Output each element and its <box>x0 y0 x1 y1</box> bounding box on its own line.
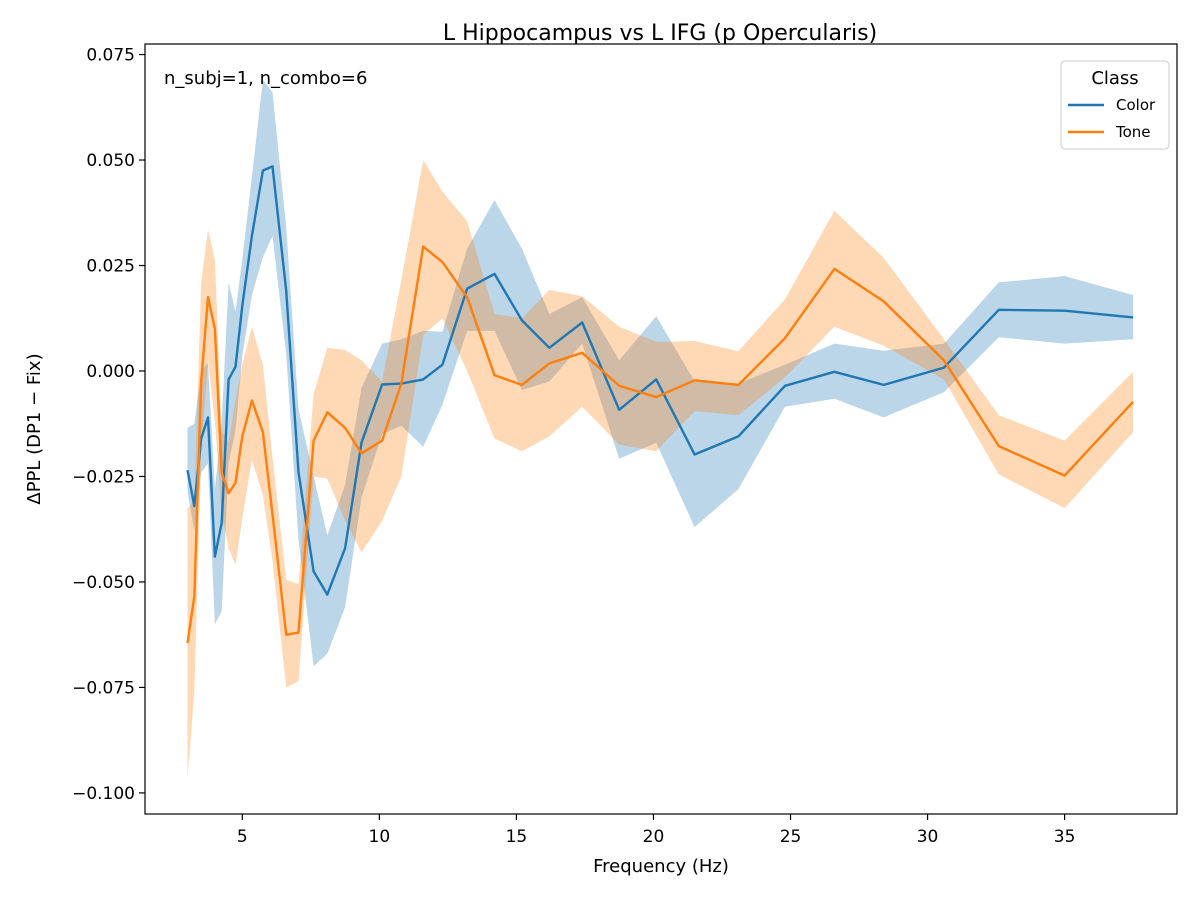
y-tick-label: 0.050 <box>86 151 135 171</box>
x-tick-label: 25 <box>780 827 802 847</box>
chart-title: L Hippocampus vs L IFG (p Opercularis) <box>443 21 877 46</box>
legend-entries: Color Tone <box>1068 96 1156 141</box>
y-tick-label: −0.025 <box>72 467 135 487</box>
x-tick-label: 5 <box>237 827 248 847</box>
y-axis-ticks: 0.075 0.050 0.025 0.000 −0.025 −0.050 −0.075 −0… <box>72 46 145 804</box>
y-tick-label: 0.075 <box>86 46 135 66</box>
sample-size-annotation: n_subj=1, n_combo=6 <box>164 68 367 89</box>
x-tick-label: 30 <box>917 827 939 847</box>
series-line-tone <box>186 245 1134 644</box>
y-tick-label: −0.050 <box>72 573 135 593</box>
x-axis-ticks: 5 10 15 20 25 30 35 <box>237 814 1076 847</box>
legend-box <box>1060 60 1170 150</box>
x-tick-label: 15 <box>506 827 528 847</box>
x-tick-label: 20 <box>643 827 665 847</box>
x-axis-title: Frequency (Hz) <box>593 856 729 877</box>
y-tick-label: 0.025 <box>86 257 135 277</box>
y-tick-label: −0.075 <box>72 678 135 698</box>
y-axis-title: ΔPPL (DP1 − Fix) <box>24 353 45 504</box>
series-lines <box>186 165 1134 644</box>
x-tick-label: 10 <box>369 827 391 847</box>
y-tick-label: −0.100 <box>72 784 135 804</box>
plot-frame <box>144 43 1178 815</box>
x-tick-label: 35 <box>1054 827 1076 847</box>
legend-title: Class <box>1091 68 1138 89</box>
legend: Class Color Tone <box>1060 60 1170 150</box>
legend-label-color: Color <box>1116 96 1156 114</box>
series-line-color <box>186 165 1134 596</box>
legend-label-tone: Tone <box>1115 123 1151 141</box>
y-tick-label: 0.000 <box>86 362 135 382</box>
series-band-color <box>187 79 1134 667</box>
